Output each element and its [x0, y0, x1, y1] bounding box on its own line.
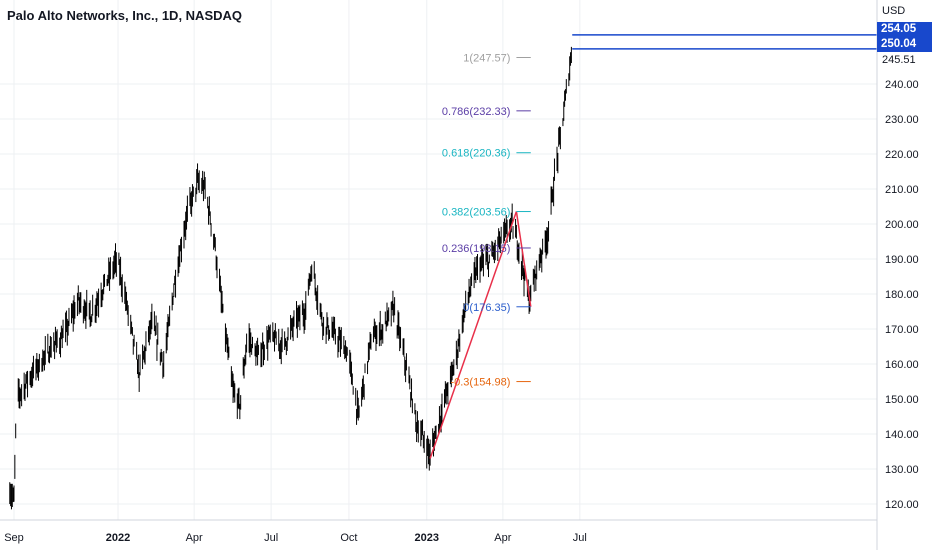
y-tick-label: 150.00 — [885, 394, 919, 406]
grid — [0, 0, 877, 520]
currency-label: USD — [882, 5, 906, 17]
x-tick-label: 2023 — [415, 532, 439, 544]
fib-level-label: 0.618(220.36) — [442, 148, 511, 160]
x-tick-label: Apr — [186, 532, 203, 544]
y-tick-label: 170.00 — [885, 324, 919, 336]
y-tick-label: 180.00 — [885, 289, 919, 301]
price-tag-last: 245.51 — [882, 54, 916, 66]
fib-level-label: 0.382(203.56) — [442, 207, 511, 219]
trend-segment[interactable] — [515, 211, 532, 307]
price-tag-lower[interactable]: 250.04 — [877, 37, 932, 52]
y-tick-label: 200.00 — [885, 219, 919, 231]
y-tick-label: 190.00 — [885, 254, 919, 266]
fib-level-label: 0.786(232.33) — [442, 106, 511, 118]
y-tick-label: 210.00 — [885, 184, 919, 196]
fib-level-label: -0.3(154.98) — [450, 377, 510, 389]
x-tick-label: Jul — [264, 532, 278, 544]
y-tick-label: 130.00 — [885, 464, 919, 476]
chart-title: Palo Alto Networks, Inc., 1D, NASDAQ — [7, 8, 243, 23]
price-tag-upper[interactable]: 254.05 — [877, 22, 932, 37]
x-tick-label: Jul — [573, 532, 587, 544]
fib-level-label: 1(247.57) — [463, 53, 510, 65]
fib-trend-line[interactable] — [429, 211, 532, 459]
x-tick-label: 2022 — [106, 532, 130, 544]
x-tick-label: Apr — [494, 532, 511, 544]
y-tick-label: 220.00 — [885, 149, 919, 161]
fib-level-label: 0(176.35) — [463, 302, 510, 314]
y-tick-label: 140.00 — [885, 429, 919, 441]
trend-segment[interactable] — [429, 211, 518, 459]
y-tick-label: 230.00 — [885, 114, 919, 126]
fib-retracement[interactable]: 1(247.57) 0.786(232.33) 0.618(220.36) 0.382… — [442, 53, 531, 389]
price-lines — [572, 34, 877, 50]
y-tick-label: 240.00 — [885, 79, 919, 91]
y-tick-label: 120.00 — [885, 499, 919, 511]
x-tick-label: Sep — [4, 532, 24, 544]
price-candles — [9, 46, 572, 510]
fib-level-label: 0.236(193.15) — [442, 243, 511, 255]
x-tick-label: Oct — [340, 532, 357, 544]
y-tick-label: 160.00 — [885, 359, 919, 371]
